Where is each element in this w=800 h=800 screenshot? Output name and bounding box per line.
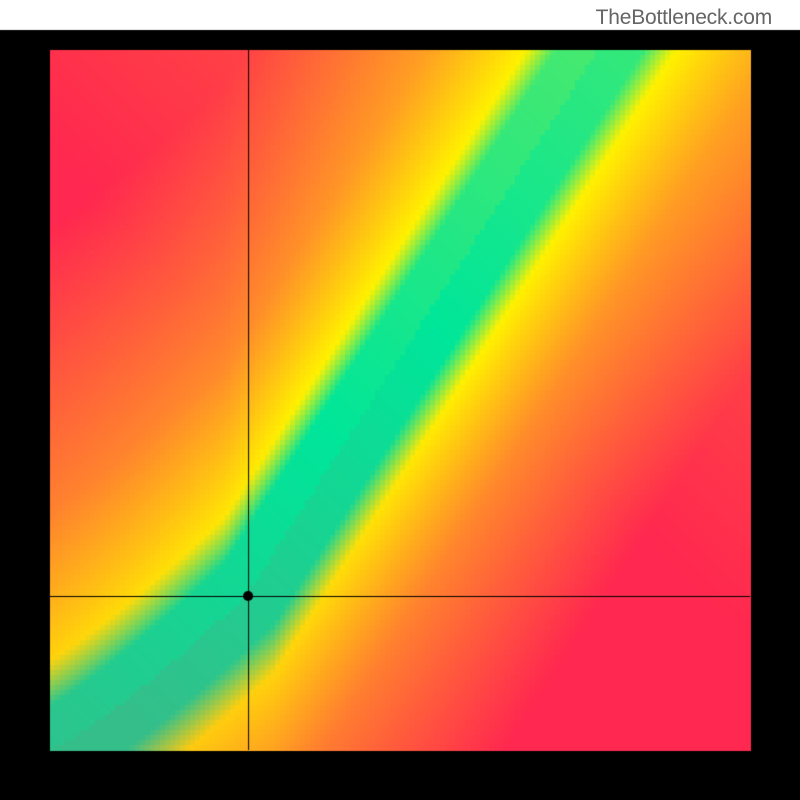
bottleneck-heatmap bbox=[0, 0, 800, 800]
watermark-text: TheBottleneck.com bbox=[596, 6, 772, 30]
